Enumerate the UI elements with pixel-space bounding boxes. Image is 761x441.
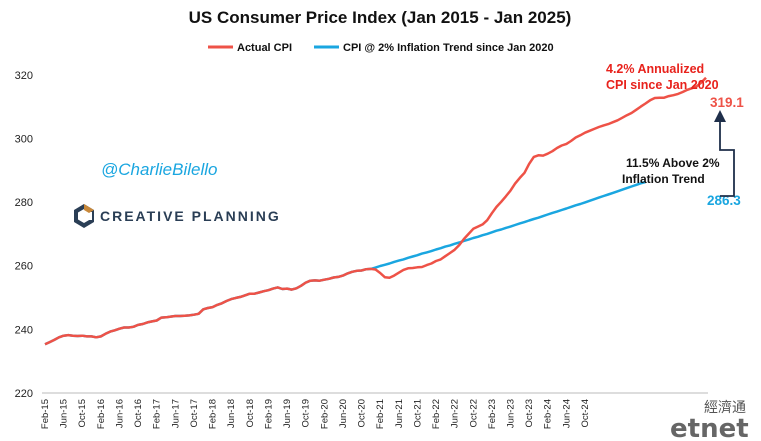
x-tick-label: Jun-15	[59, 399, 70, 428]
x-tick-label: Jun-21	[394, 399, 405, 428]
x-axis-ticks: Feb-15 Jun-15 Oct-15 Feb-16 Jun-16 Oct-16 Feb-…	[40, 399, 591, 429]
x-tick-label: Oct-18	[245, 399, 256, 428]
legend: Actual CPI CPI @ 2% Inflation Trend sinc…	[208, 42, 554, 54]
x-tick-label: Feb-23	[487, 399, 498, 429]
chart-title: US Consumer Price Index (Jan 2015 - Jan …	[189, 8, 572, 27]
x-tick-label: Jun-17	[170, 399, 181, 428]
x-tick-label: Jun-23	[505, 399, 516, 428]
x-tick-label: Oct-19	[301, 399, 312, 428]
x-tick-label: Feb-21	[375, 399, 386, 429]
x-tick-label: Oct-17	[189, 399, 200, 428]
y-tick-label: 280	[15, 197, 33, 209]
annotation-annualized-line1: 4.2% Annualized	[606, 62, 704, 76]
series-line-trend	[44, 180, 646, 346]
x-tick-label: Oct-22	[468, 399, 479, 428]
annotation-above-line2: Inflation Trend	[622, 172, 705, 186]
x-tick-label: Jun-18	[226, 399, 237, 428]
x-tick-label: Jun-20	[338, 399, 349, 428]
x-tick-label: Feb-15	[40, 399, 51, 429]
x-tick-label: Feb-24	[543, 399, 554, 429]
watermark-en: etnet	[670, 414, 749, 441]
series-line-actual-cpi	[44, 76, 707, 346]
creative-planning-logo: CREATIVE PLANNING	[74, 204, 281, 228]
etnet-watermark: 經濟通 etnet	[670, 400, 749, 441]
arrow-up-icon	[714, 110, 726, 122]
watermark-cn: 經濟通	[704, 400, 746, 416]
x-tick-label: Oct-15	[77, 399, 88, 428]
x-tick-label: Oct-23	[524, 399, 535, 428]
x-tick-label: Jun-16	[114, 399, 125, 428]
x-tick-label: Feb-20	[319, 399, 330, 429]
x-tick-label: Oct-20	[357, 399, 368, 428]
x-tick-label: Feb-18	[208, 399, 219, 429]
x-tick-label: Feb-16	[96, 399, 107, 429]
creative-planning-logo-icon	[74, 204, 94, 228]
y-tick-label: 300	[15, 133, 33, 145]
legend-label-trend: CPI @ 2% Inflation Trend since Jan 2020	[343, 42, 554, 54]
creative-planning-wordmark: CREATIVE PLANNING	[100, 208, 281, 224]
gap-bracket	[719, 120, 735, 197]
annotation-annualized-line2: CPI since Jan 2020	[606, 78, 719, 92]
x-tick-label: Oct-21	[412, 399, 423, 428]
y-tick-label: 240	[15, 324, 33, 336]
author-handle: @CharlieBilello	[101, 160, 217, 179]
x-tick-label: Oct-16	[133, 399, 144, 428]
y-tick-label: 320	[15, 70, 33, 82]
x-tick-label: Jun-19	[282, 399, 293, 428]
x-tick-label: Jun-24	[561, 399, 572, 428]
x-tick-label: Oct-24	[580, 399, 591, 428]
annotation-above-line1: 11.5% Above 2%	[626, 156, 720, 170]
y-tick-label: 260	[15, 261, 33, 273]
legend-label-actual-cpi: Actual CPI	[237, 42, 292, 54]
gap-arrow	[714, 110, 735, 197]
y-axis-ticks: 220 240 260 280 300 320	[15, 70, 33, 400]
end-label-actual-cpi: 319.1	[710, 95, 744, 110]
x-tick-label: Feb-19	[263, 399, 274, 429]
x-tick-label: Jun-22	[450, 399, 461, 428]
y-tick-label: 220	[15, 388, 33, 400]
x-tick-label: Feb-22	[431, 399, 442, 429]
x-tick-label: Feb-17	[152, 399, 163, 429]
